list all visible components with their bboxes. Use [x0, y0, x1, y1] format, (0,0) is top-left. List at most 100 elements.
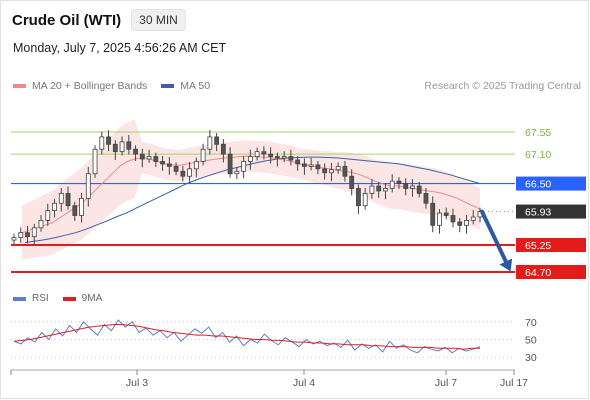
candle: [160, 156, 165, 171]
level-label: 64.70: [525, 267, 551, 279]
level-label: 66.50: [525, 179, 551, 191]
candle: [403, 178, 409, 196]
candle-body: [207, 136, 213, 150]
bollinger-band: [22, 119, 480, 260]
candle: [295, 156, 301, 171]
level-label: 67.10: [525, 149, 551, 161]
candle-body: [254, 151, 260, 157]
candle: [79, 192, 84, 223]
candle-body: [187, 168, 192, 177]
legend-ma9-label: 9MA: [81, 293, 103, 304]
candle-body: [220, 143, 226, 155]
candle: [214, 132, 220, 152]
level-label: 67.55: [525, 127, 551, 139]
candle-body: [18, 232, 24, 239]
candle: [410, 179, 415, 197]
candle: [464, 215, 469, 234]
legend-rsi-label: RSI: [32, 293, 49, 304]
candle-body: [430, 202, 436, 226]
candle-body: [58, 193, 64, 204]
candle: [281, 151, 287, 162]
forecast-arrow-head: [499, 258, 513, 272]
candle: [38, 215, 44, 232]
candle-body: [423, 193, 429, 204]
timeframe-badge[interactable]: 30 MIN: [131, 9, 186, 31]
candle: [254, 147, 260, 161]
candle-body: [356, 188, 361, 207]
candle-body: [38, 220, 44, 229]
candle-body: [200, 148, 206, 162]
candle: [112, 140, 118, 160]
candle-body: [302, 163, 307, 167]
candle-body: [274, 156, 280, 159]
candle: [11, 233, 17, 244]
candle: [470, 210, 476, 225]
x-tick-label: Jul 17: [500, 377, 528, 389]
candle-body: [308, 164, 314, 167]
rsi-ma9-line: [13, 324, 480, 350]
candle: [288, 149, 294, 166]
candle: [302, 158, 307, 175]
candle: [335, 162, 341, 174]
candle: [92, 145, 98, 178]
candle-body: [403, 183, 409, 189]
rsi-tick-label: 70: [525, 317, 537, 329]
candle-body: [92, 148, 98, 175]
candle-body: [295, 159, 301, 165]
chart-datetime: Monday, July 7, 2025 4:56:26 AM CET: [13, 41, 227, 55]
candle-body: [437, 212, 442, 226]
candle-body: [315, 164, 321, 170]
legend-ma50-label: MA 50: [180, 80, 211, 92]
candle-body: [227, 153, 233, 175]
candle-body: [214, 136, 220, 145]
level-label: 65.25: [525, 240, 551, 252]
candle: [329, 162, 334, 182]
x-tick-label: Jul 4: [293, 377, 315, 389]
candle: [126, 134, 132, 155]
candle-body: [342, 165, 348, 177]
ma20-swatch-icon: [13, 84, 26, 88]
candle-body: [146, 156, 152, 160]
candle-body: [65, 193, 71, 207]
candle: [389, 174, 395, 193]
legend-ma9: 9MA: [62, 293, 103, 304]
ma50-swatch-icon: [161, 84, 175, 88]
candle-body: [349, 175, 355, 189]
candle: [99, 131, 105, 155]
candle: [45, 203, 51, 226]
candle: [187, 161, 192, 184]
ma9-swatch-icon: [62, 296, 76, 301]
level-64-70: 64.70: [11, 265, 586, 279]
forecast-arrow: [480, 209, 513, 272]
candle: [207, 130, 213, 155]
candle-body: [389, 180, 395, 189]
candle: [180, 165, 186, 182]
candle-body: [11, 237, 17, 241]
candle: [146, 149, 152, 163]
candle-body: [173, 165, 179, 172]
legend-ma20-label: MA 20 + Bollinger Bands: [32, 80, 148, 92]
candle-body: [85, 173, 91, 199]
candle: [58, 188, 64, 212]
candle: [220, 138, 226, 163]
level-65-93: 65.93: [480, 204, 586, 219]
candle-body: [247, 156, 253, 162]
candle-body: [79, 197, 84, 216]
candle: [72, 201, 78, 221]
rsi-tick-label: 30: [525, 352, 537, 364]
candle: [247, 149, 253, 170]
x-tick-label: Jul 7: [435, 377, 457, 389]
candle-body: [362, 193, 368, 207]
candle: [227, 147, 233, 178]
candle: [430, 196, 436, 233]
candle-body: [369, 185, 375, 194]
candle-body: [288, 156, 294, 161]
level-label: 65.93: [525, 207, 551, 219]
candle: [173, 162, 179, 176]
level-box: [516, 237, 586, 252]
candle: [437, 209, 442, 234]
candle-body: [153, 156, 159, 162]
forecast-arrow-shaft: [480, 209, 510, 268]
candles: [11, 130, 483, 245]
candle: [234, 167, 240, 180]
